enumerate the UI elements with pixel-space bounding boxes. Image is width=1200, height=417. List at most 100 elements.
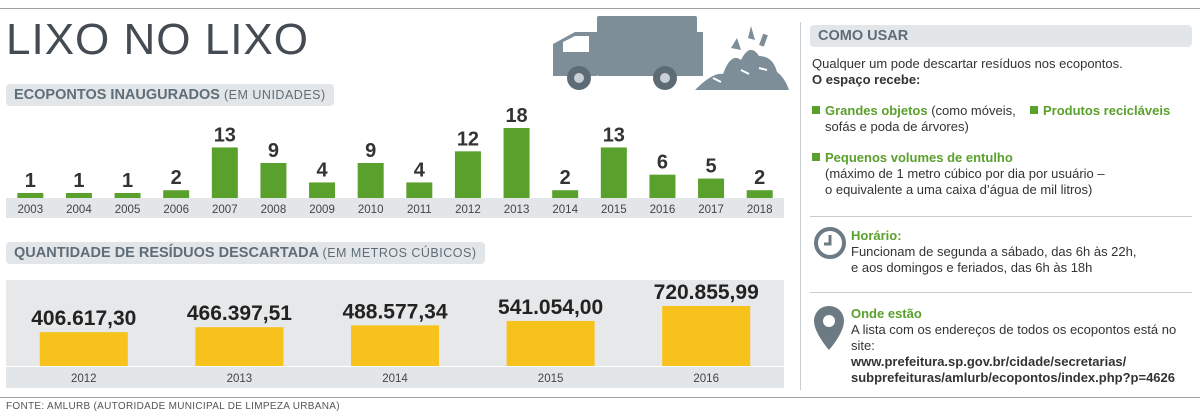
bar (552, 190, 579, 198)
source-note: FONTE: AMLURB (AUTORIDADE MUNICIPAL DE L… (6, 401, 340, 412)
top-rule (0, 8, 1200, 9)
ecopontos-heading-unit: (EM UNIDADES) (224, 88, 326, 102)
data-label: 2 (171, 167, 182, 189)
bar (260, 163, 287, 198)
tick-label: 2006 (163, 204, 189, 216)
item3-title: Pequenos volumes de entulho (825, 150, 1013, 165)
data-label: 2 (754, 167, 765, 189)
data-label: 1 (122, 170, 133, 192)
data-label: 5 (706, 156, 717, 178)
bar (163, 190, 190, 198)
receives-line: O espaço recebe: (812, 72, 921, 87)
data-label: 13 (603, 124, 625, 146)
item2-title: Produtos recicláveis (1043, 103, 1171, 118)
bar (114, 193, 141, 198)
horario-line1: Funcionam de segunda a sábado, das 6h às… (851, 244, 1137, 259)
tick-label: 2017 (698, 204, 724, 216)
data-label: 12 (457, 128, 479, 150)
item1-title: Grandes objetos (825, 103, 928, 118)
bar (406, 182, 433, 198)
data-label: 1 (25, 170, 36, 192)
location-pin-icon (814, 306, 844, 350)
bar (39, 332, 128, 366)
intro-line: Qualquer um pode descartar resíduos nos … (812, 56, 1123, 71)
panel-divider (800, 22, 801, 390)
residuos-heading-unit: (EM METROS CÚBICOS) (322, 246, 477, 260)
tick-label: 2013 (227, 373, 253, 385)
bar (211, 147, 238, 198)
tick-label: 2003 (18, 204, 44, 216)
item-pequenos-volumes: Pequenos volumes de entulho (máximo de 1… (812, 150, 1105, 198)
ecopontos-heading: ECOPONTOS INAUGURADOS (EM UNIDADES) (6, 84, 334, 106)
data-label: 2 (560, 167, 571, 189)
tick-label: 2007 (212, 204, 238, 216)
site-url-line1: www.prefeitura.sp.gov.br/cidade/secretar… (851, 354, 1127, 369)
horario-block: Horário: Funcionam de segunda a sábado, … (851, 228, 1137, 276)
data-label: 1 (73, 170, 84, 192)
axis-line (6, 366, 784, 367)
tick-label: 2016 (650, 204, 676, 216)
data-label: 6 (657, 152, 668, 174)
data-label: 4 (414, 159, 426, 181)
separator (810, 216, 1192, 217)
separator (810, 292, 1192, 293)
tick-label: 2010 (358, 204, 384, 216)
data-label: 720.855,99 (654, 281, 759, 304)
tick-label: 2015 (538, 373, 564, 385)
bar (195, 327, 284, 366)
tick-label: 2011 (407, 204, 432, 216)
tick-label: 2014 (382, 373, 408, 385)
tick-label: 2012 (71, 373, 97, 385)
ecopontos-chart: 1 2003 1 2004 1 2005 2 2006 13 2007 9 2008 4 2009 9 201… (6, 108, 784, 218)
data-label: 18 (505, 108, 527, 127)
axis-band (6, 366, 784, 388)
item3-line1: (máximo de 1 metro cúbico por dia por us… (825, 166, 1105, 181)
residuos-heading-text: QUANTIDADE DE RESÍDUOS DESCARTADA (14, 245, 319, 261)
bullet-marker (1030, 106, 1038, 114)
truck-icon (553, 16, 789, 90)
item3-line2: o equivalente a uma caixa d’água de mil … (825, 182, 1093, 197)
data-label: 466.397,51 (187, 302, 292, 325)
bar (662, 306, 751, 366)
bar (309, 182, 336, 198)
clock-icon (814, 227, 846, 259)
horario-title: Horário: (851, 228, 902, 243)
tick-label: 2018 (747, 204, 773, 216)
bar (506, 320, 595, 366)
data-label: 9 (365, 140, 376, 162)
onde-block: Onde estão A lista com os endereços de t… (851, 306, 1200, 386)
bar (746, 190, 773, 198)
bar (600, 147, 627, 198)
data-label: 13 (214, 124, 236, 146)
tick-label: 2004 (66, 204, 92, 216)
axis-band (6, 198, 784, 218)
horario-line2: e aos domingos e feriados, das 6h às 18h (851, 260, 1093, 275)
item-grandes-objetos: Grandes objetos (como móveis, sofás e po… (812, 103, 1016, 135)
data-label: 406.617,30 (31, 307, 136, 330)
bar (503, 128, 530, 198)
item-produtos-reciclaveis: Produtos recicláveis (1030, 103, 1170, 119)
residuos-chart: 406.617,30 2012 466.397,51 2013 488.577,34 20… (6, 280, 784, 388)
tick-label: 2008 (261, 204, 287, 216)
bottom-rule (0, 397, 1200, 398)
item1-line2: sofás e poda de árvores) (825, 119, 969, 134)
onde-line1: A lista com os endereços de todos os eco… (851, 322, 1177, 353)
bar (351, 325, 439, 366)
bullet-marker (812, 106, 820, 114)
bar (65, 193, 92, 198)
tick-label: 2015 (601, 204, 627, 216)
site-url-line2: subprefeituras/amlurb/ecopontos/index.ph… (851, 370, 1175, 385)
bar (454, 151, 481, 198)
bar (649, 174, 676, 198)
tick-label: 2014 (552, 204, 578, 216)
tick-label: 2012 (455, 204, 481, 216)
tick-label: 2013 (504, 204, 530, 216)
bar (357, 163, 384, 198)
data-label: 9 (268, 140, 279, 162)
page-title: LIXO NO LIXO (6, 15, 309, 64)
onde-title: Onde estão (851, 306, 922, 321)
tick-label: 2016 (693, 373, 719, 385)
data-label: 4 (317, 159, 329, 181)
bullet-marker (812, 153, 820, 161)
ecopontos-heading-text: ECOPONTOS INAUGURADOS (14, 87, 220, 103)
